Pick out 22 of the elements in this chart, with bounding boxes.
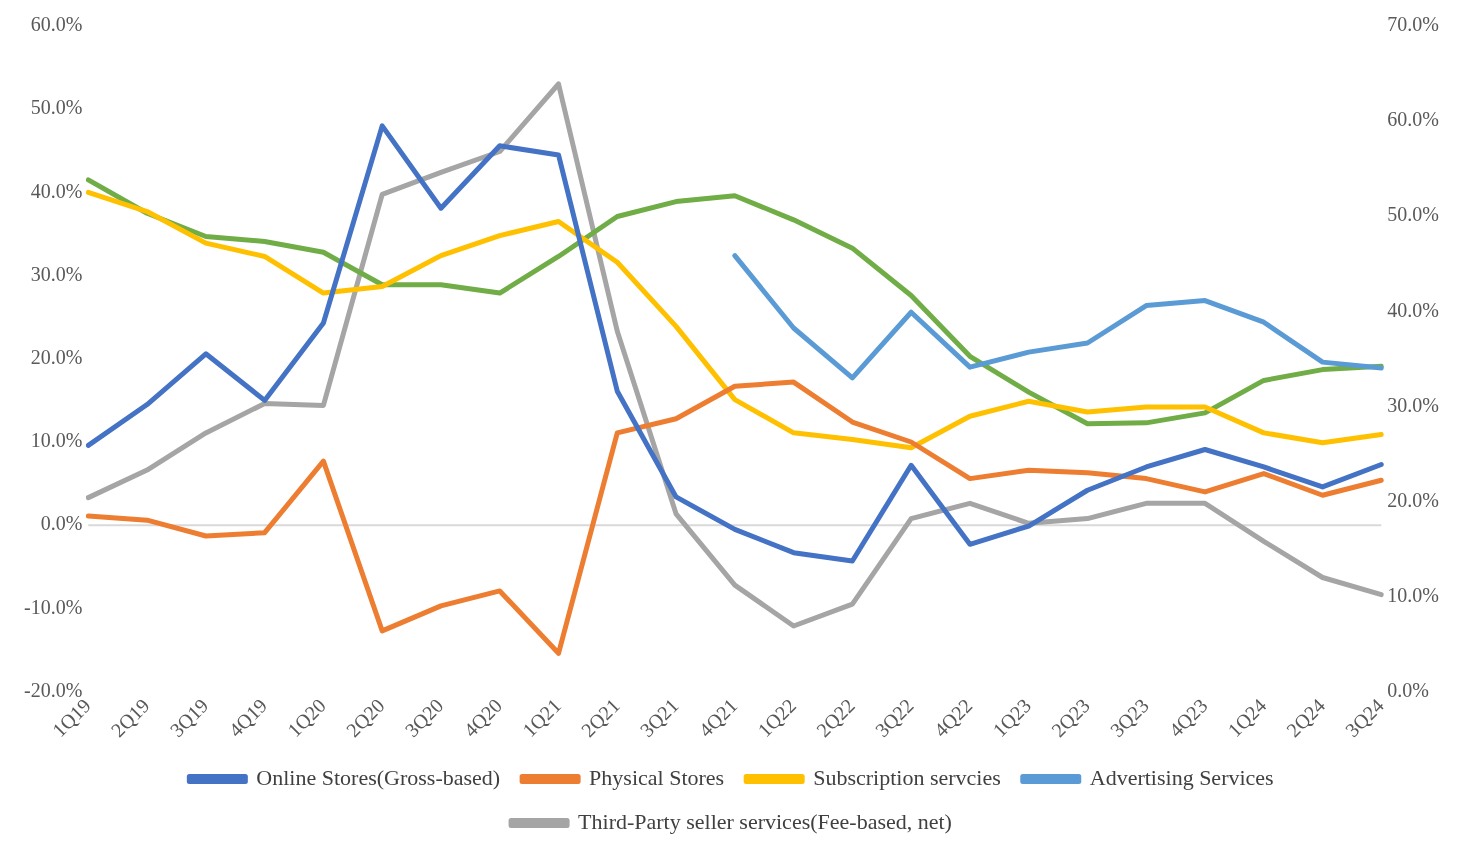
y-tick-label: 50.0% bbox=[30, 96, 83, 119]
y-tick-label: 0.0% bbox=[40, 512, 83, 535]
y-tick-label: 20.0% bbox=[30, 346, 83, 369]
y2-tick-label: 70.0% bbox=[1387, 13, 1440, 36]
y2-tick-label: 0.0% bbox=[1387, 678, 1430, 701]
y2-tick-label: 40.0% bbox=[1387, 298, 1440, 321]
y-tick-label: 10.0% bbox=[30, 429, 83, 452]
legend-label: Physical Stores bbox=[589, 764, 725, 790]
y2-tick-label: 50.0% bbox=[1387, 203, 1440, 226]
y-tick-label: 60.0% bbox=[30, 13, 83, 36]
y2-tick-label: 30.0% bbox=[1387, 393, 1440, 416]
legend-label: Advertising Services bbox=[1089, 764, 1274, 790]
y-tick-label: -10.0% bbox=[23, 595, 83, 618]
y2-tick-label: 10.0% bbox=[1387, 583, 1440, 606]
y2-tick-label: 60.0% bbox=[1387, 108, 1440, 131]
legend-label: Online Stores(Gross-based) bbox=[256, 764, 501, 790]
legend-label: Third-Party seller services(Fee-based, net) bbox=[578, 808, 952, 834]
y-tick-label: 30.0% bbox=[30, 262, 83, 285]
y-tick-label: 40.0% bbox=[30, 179, 83, 202]
y-tick-label: -20.0% bbox=[23, 678, 83, 701]
legend-label: Subscription servcies bbox=[813, 764, 1001, 790]
y2-tick-label: 20.0% bbox=[1387, 488, 1440, 511]
